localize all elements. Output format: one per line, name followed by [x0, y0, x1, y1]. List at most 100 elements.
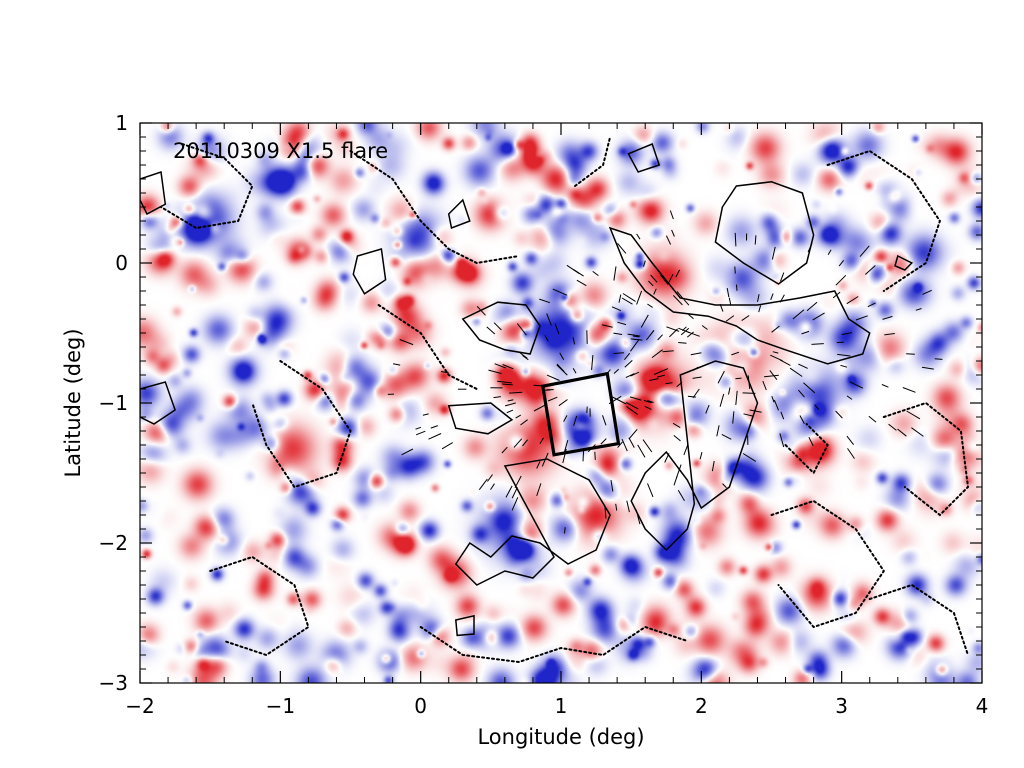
- field-vector-51: [648, 280, 654, 287]
- field-vector-108: [515, 414, 522, 419]
- field-vector-13: [864, 265, 876, 275]
- field-vector-110: [618, 294, 622, 303]
- dotted-contour-10: [574, 136, 612, 187]
- field-vector-3: [547, 396, 558, 402]
- field-vector-132: [673, 435, 681, 442]
- field-vector-124: [440, 371, 449, 374]
- field-vector-72: [502, 364, 514, 370]
- field-vector-130: [536, 461, 541, 469]
- field-vector-37: [647, 303, 653, 308]
- field-vector-181: [798, 389, 805, 398]
- field-vector-183: [653, 368, 669, 375]
- field-vector-81: [882, 315, 893, 320]
- field-vector-38: [478, 478, 488, 491]
- field-vector-127: [617, 242, 627, 254]
- field-vector-43: [719, 303, 724, 312]
- field-vector-135: [762, 380, 767, 391]
- field-vector-138: [544, 335, 549, 342]
- field-vector-164: [743, 413, 753, 417]
- plot-area: [140, 123, 982, 683]
- field-vector-190: [612, 396, 627, 405]
- field-vector-203: [881, 384, 889, 388]
- field-vector-84: [677, 490, 685, 501]
- field-vector-165: [734, 232, 737, 247]
- field-vector-227: [792, 309, 805, 320]
- field-vector-247: [814, 404, 820, 411]
- field-vector-176: [572, 368, 577, 374]
- field-vector-201: [671, 229, 675, 237]
- x-tick-label: −2: [125, 694, 154, 718]
- field-vector-169: [592, 270, 599, 277]
- field-vector-125: [846, 296, 859, 305]
- field-vector-143: [650, 274, 658, 283]
- field-vector-152: [669, 328, 678, 338]
- field-vector-32: [742, 453, 757, 462]
- field-vector-147: [934, 358, 943, 360]
- field-vector-197: [747, 375, 751, 390]
- field-vector-188: [572, 337, 576, 345]
- y-tick-label: −1: [99, 391, 128, 415]
- field-vector-205: [902, 387, 916, 393]
- field-vector-177: [884, 333, 895, 336]
- dotted-contour-9: [377, 304, 478, 390]
- field-vector-63: [758, 305, 762, 313]
- field-vector-244: [687, 395, 696, 398]
- x-tick-label: 4: [976, 694, 989, 718]
- field-vector-192: [725, 315, 735, 322]
- field-vector-248: [636, 290, 643, 305]
- field-vector-95: [754, 235, 757, 245]
- field-vector-106: [721, 433, 732, 440]
- dotted-contour-3: [251, 360, 352, 489]
- field-vector-128: [613, 266, 617, 281]
- field-vector-69: [921, 366, 934, 370]
- field-vector-90: [476, 306, 486, 316]
- field-vector-241: [911, 427, 924, 437]
- solid-contour-12: [454, 614, 475, 637]
- field-vector-107: [770, 354, 783, 362]
- field-vector-87: [726, 288, 730, 298]
- y-tick-label: −2: [99, 531, 128, 555]
- field-vector-57: [552, 288, 568, 296]
- field-vector-259: [906, 353, 915, 355]
- field-vector-215: [636, 233, 641, 240]
- field-vector-94: [651, 349, 663, 359]
- field-vector-250: [643, 260, 646, 267]
- field-vector-240: [615, 503, 618, 511]
- field-vector-148: [665, 382, 673, 385]
- solid-contour-11: [894, 254, 914, 271]
- field-vector-75: [808, 436, 814, 447]
- x-tick-label: 2: [695, 694, 708, 718]
- field-vector-30: [692, 376, 702, 379]
- field-vector-1: [664, 453, 670, 463]
- field-vector-114: [493, 396, 501, 399]
- field-vector-2: [573, 415, 578, 427]
- field-vector-153: [868, 415, 877, 423]
- field-vector-168: [624, 360, 633, 368]
- solid-contour-0: [714, 181, 815, 285]
- dotted-contour-6: [882, 401, 970, 517]
- field-vector-136: [602, 415, 607, 426]
- field-vector-15: [835, 410, 843, 419]
- field-vector-134: [546, 313, 552, 326]
- field-vector-19: [683, 444, 689, 456]
- field-vector-157: [807, 243, 813, 253]
- chart-annotation: 20110309 X1.5 flare: [173, 139, 388, 163]
- field-vector-159: [669, 210, 674, 220]
- field-vector-133: [711, 460, 715, 472]
- field-vector-185: [736, 284, 738, 291]
- field-vector-44: [647, 400, 654, 403]
- field-vector-39: [803, 382, 816, 394]
- field-vector-56: [539, 437, 544, 444]
- field-vector-113: [811, 343, 824, 345]
- field-vector-78: [536, 483, 542, 497]
- field-vector-249: [772, 351, 779, 354]
- field-vector-8: [546, 374, 560, 381]
- field-vector-162: [637, 444, 646, 458]
- field-vector-129: [683, 299, 690, 306]
- field-vector-191: [906, 410, 921, 420]
- field-vector-29: [705, 404, 710, 414]
- field-vector-189: [728, 387, 731, 395]
- field-vector-121: [613, 332, 623, 335]
- field-vector-119: [611, 306, 622, 312]
- field-vector-35: [613, 352, 624, 354]
